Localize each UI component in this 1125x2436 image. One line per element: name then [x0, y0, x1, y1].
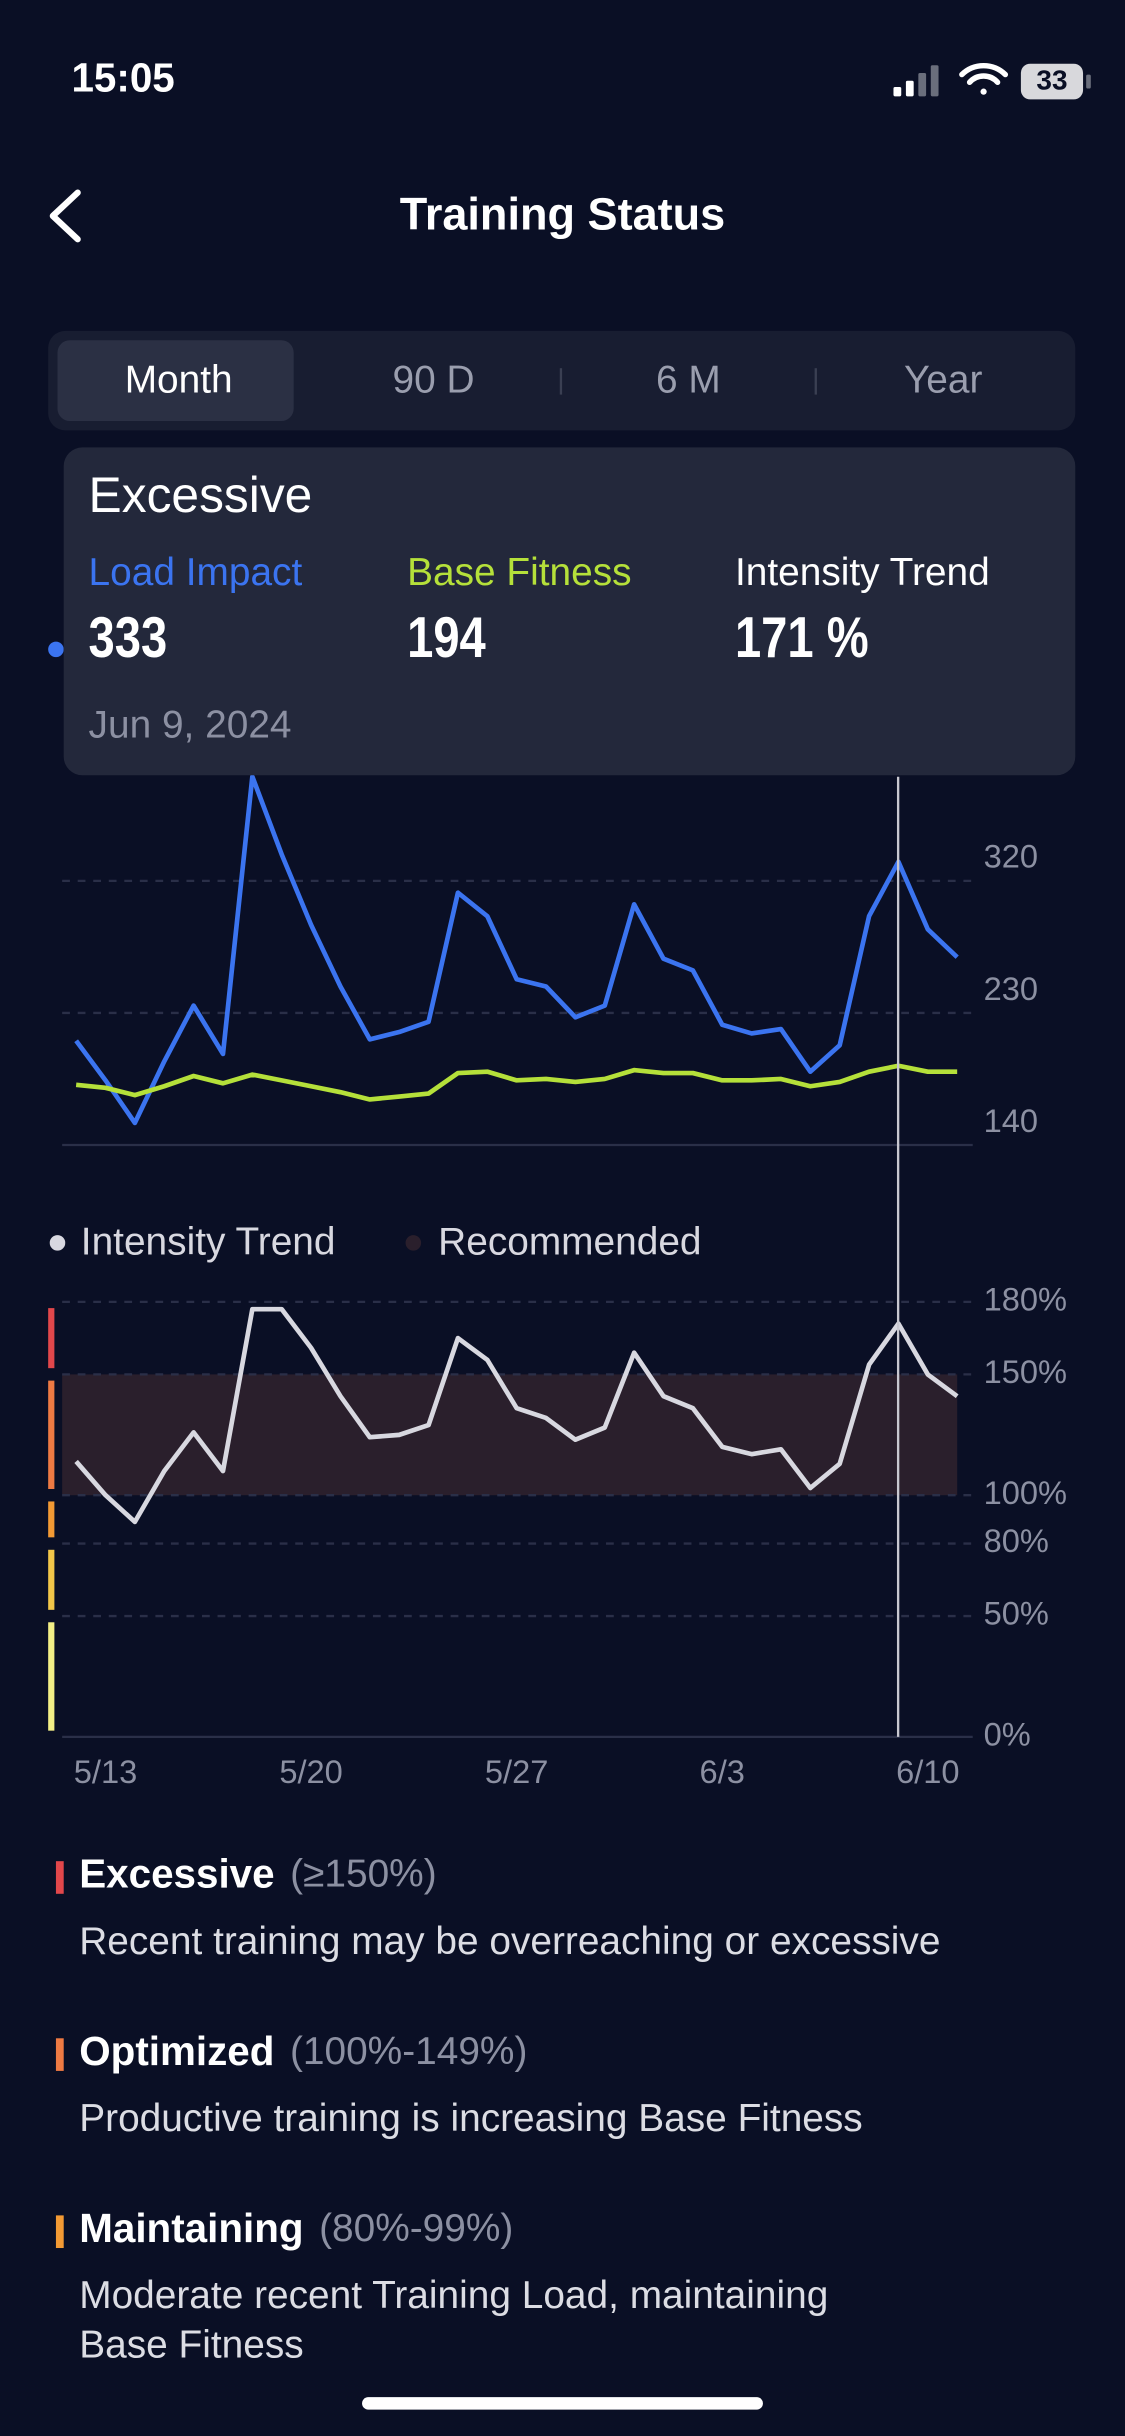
level-marker: [55, 1861, 64, 1894]
zone-marker: [48, 1549, 55, 1610]
x-tick-label: 6/3: [700, 1753, 745, 1790]
y-tick-label: 140: [984, 1102, 1038, 1139]
tabs: Month 90 D 6 M Year: [57, 340, 983, 422]
y-tick-label: 320: [984, 838, 1038, 875]
level-title: Excessive (≥150%): [79, 1850, 436, 1896]
load-chart: 140 230 320: [62, 774, 1038, 1147]
level-name: Excessive: [79, 1850, 274, 1896]
y-tick-label: 230: [984, 970, 1038, 1007]
tooltip-label: Load Impact: [89, 551, 303, 594]
x-tick-label: 5/27: [485, 1753, 548, 1790]
intensity-chart: 0% 50% 80% 100% 150% 180% 5/13 5/20 5/27 6/3 6/10: [48, 1281, 1067, 1790]
signal-icon: [893, 65, 939, 97]
legend-dot: [49, 1235, 66, 1251]
y-tick-label: 100%: [984, 1474, 1067, 1511]
zone-marker: [48, 1308, 55, 1369]
zone-marker: [48, 1622, 55, 1731]
tab-active: [57, 340, 294, 422]
line-series: [75, 1063, 958, 1102]
x-tick-label: 5/13: [74, 1753, 137, 1790]
status-time: 15:05: [71, 54, 174, 100]
level-range: (100%-149%): [290, 2030, 527, 2073]
tab[interactable]: 6 M: [656, 358, 721, 401]
legend-label: Intensity Trend: [81, 1221, 336, 1264]
page-title: Training Status: [400, 188, 725, 239]
x-tick-label: 6/10: [896, 1753, 959, 1790]
level-title: Optimized (100%-149%): [79, 2027, 527, 2073]
legend-label: Recommended: [438, 1221, 701, 1264]
y-tick-label: 150%: [984, 1353, 1067, 1390]
level-marker: [55, 2038, 64, 2071]
x-tick-label: 5/20: [279, 1753, 342, 1790]
tooltip-label: Base Fitness: [407, 551, 631, 594]
tab[interactable]: Year: [904, 358, 983, 401]
descriptions: Excessive (≥150%) Recent training may be o…: [55, 1850, 940, 2367]
tab[interactable]: 90 D: [393, 358, 475, 401]
y-tick-label: 50%: [984, 1595, 1049, 1632]
level-name: Maintaining: [79, 2205, 303, 2251]
line-series: [74, 1306, 959, 1525]
level-description: Productive training is increasing Base F…: [79, 2097, 862, 2140]
zone-marker: [48, 1501, 55, 1538]
back-button[interactable]: [49, 189, 81, 243]
level-name: Optimized: [79, 2027, 274, 2073]
level-marker: [55, 2215, 64, 2249]
level-description: Recent training may be overreaching or e…: [79, 1920, 940, 1963]
legend-dot: [48, 641, 64, 658]
tooltip-value: 171 %: [735, 605, 869, 670]
tooltip: [63, 447, 1076, 776]
tab[interactable]: Month: [125, 358, 233, 401]
level-description: Moderate recent Training Load, maintaini…: [79, 2274, 828, 2317]
level-range: (80%-99%): [319, 2207, 513, 2250]
tooltip-value: 194: [407, 605, 486, 670]
y-tick-label: 180%: [984, 1281, 1067, 1318]
tooltip-date: Jun 9, 2024: [89, 703, 292, 746]
battery-cap: [1086, 74, 1091, 89]
line-series: [74, 774, 959, 1126]
battery-icon: [1020, 63, 1084, 100]
y-tick-label: 80%: [984, 1522, 1049, 1559]
wifi-icon: [959, 63, 1009, 95]
tooltip-title: Excessive: [89, 467, 313, 523]
tooltip-value: 333: [89, 605, 168, 670]
zone-marker: [48, 1380, 55, 1490]
level-range: (≥150%): [290, 1853, 436, 1896]
level-title: Maintaining (80%-99%): [79, 2205, 513, 2251]
y-tick-label: 0%: [984, 1716, 1031, 1753]
home-indicator: [362, 2397, 763, 2410]
battery-level: 33: [1036, 65, 1067, 96]
legend-dot: [405, 1235, 422, 1251]
level-description: Base Fitness: [79, 2324, 303, 2367]
tooltip-label: Intensity Trend: [735, 551, 990, 594]
